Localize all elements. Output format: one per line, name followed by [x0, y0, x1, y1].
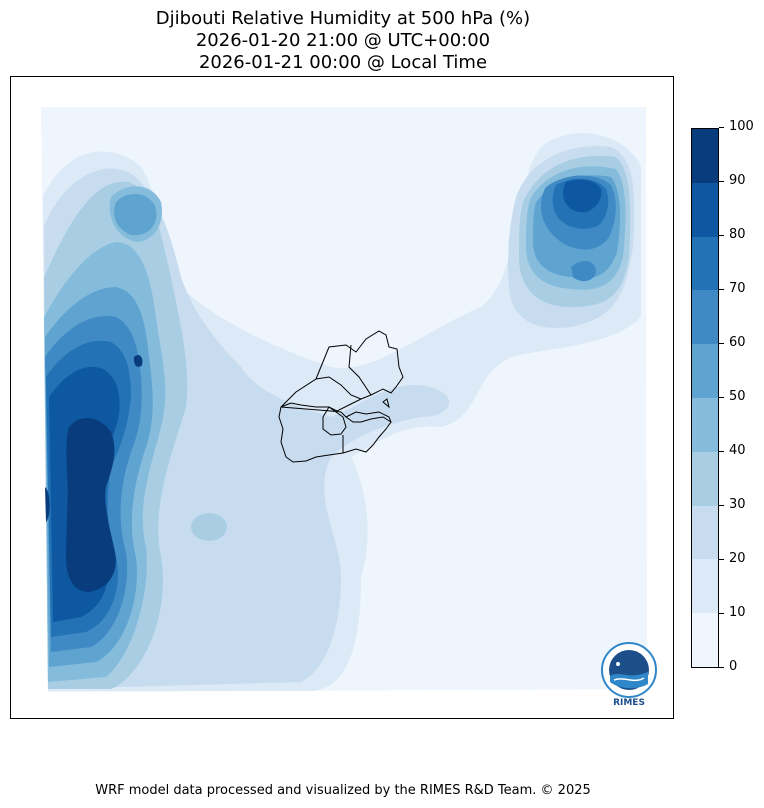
colorbar-segment	[692, 451, 718, 506]
colorbar-tick	[719, 127, 724, 128]
colorbar-segment	[692, 182, 718, 237]
colorbar-tick-label: 30	[729, 497, 746, 512]
colorbar-segment	[692, 343, 718, 398]
valid-time-local: 2026-01-21 00:00 @ Local Time	[198, 52, 488, 73]
colorbar-tick	[719, 397, 724, 398]
colorbar-tick	[719, 505, 724, 506]
colorbar-tick	[719, 235, 724, 236]
colorbar-segment	[692, 289, 718, 345]
colorbar-tick-label: 40	[729, 443, 746, 458]
colorbar-tick-label: 100	[729, 119, 754, 134]
colorbar-segment	[692, 236, 718, 291]
valid-time-utc: 2026-01-20 21:00 @ UTC+00:00	[195, 30, 491, 51]
contour-level-90	[45, 354, 143, 592]
colorbar-tick	[719, 613, 724, 614]
colorbar-tick-label: 80	[729, 227, 746, 242]
colorbar	[691, 128, 719, 668]
colorbar-segment	[692, 397, 718, 452]
rimes-logo: RIMES	[594, 640, 664, 712]
footer-credit: WRF model data processed and visualized …	[95, 783, 591, 798]
country-borders	[278, 330, 404, 463]
colorbar-tick	[719, 451, 724, 452]
colorbar-tick-label: 60	[729, 335, 746, 350]
colorbar-tick	[719, 343, 724, 344]
colorbar-tick-label: 10	[729, 605, 746, 620]
colorbar-segment	[692, 558, 718, 614]
colorbar-tick	[719, 667, 724, 668]
colorbar-tick	[719, 289, 724, 290]
colorbar-tick-label: 50	[729, 389, 746, 404]
map-title: Djibouti Relative Humidity at 500 hPa (%…	[155, 8, 531, 29]
map-frame	[10, 76, 674, 719]
logo-text: RIMES	[613, 698, 645, 708]
humidity-map	[41, 107, 647, 692]
colorbar-tick-label: 90	[729, 173, 746, 188]
colorbar-tick	[719, 181, 724, 182]
colorbar-tick-label: 70	[729, 281, 746, 296]
colorbar-segment	[692, 128, 718, 183]
colorbar-segment	[692, 505, 718, 560]
colorbar-tick-label: 20	[729, 551, 746, 566]
colorbar-tick-label: 0	[729, 659, 738, 674]
colorbar-segment	[692, 612, 718, 667]
colorbar-tick	[719, 559, 724, 560]
